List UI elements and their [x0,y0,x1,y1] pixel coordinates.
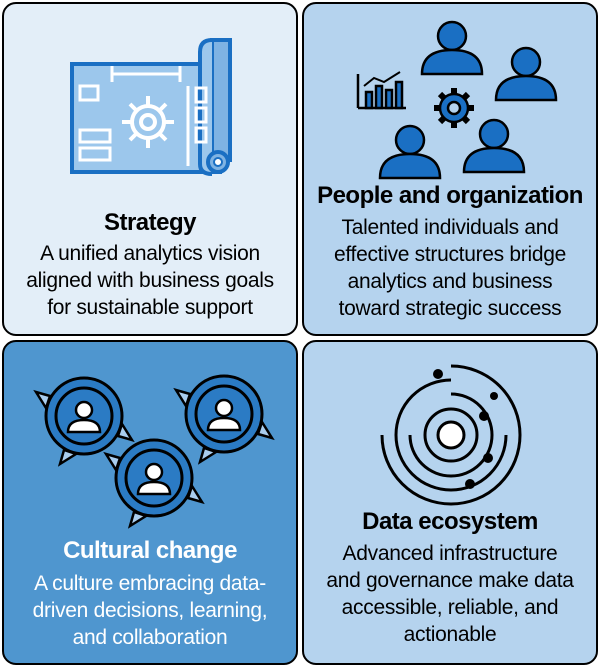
tile-description: Advanced infrastructure and governance m… [308,540,592,648]
tile-title: Data ecosystem [362,508,538,535]
description-line: and collaboration [72,626,228,649]
description-line: A unified analytics vision [40,242,260,265]
tile-description: A culture embracing data- driven decisio… [8,570,292,651]
data-ecosystem-tile: Data ecosystem Advanced infrastructure a… [302,340,598,665]
description-line: Talented individuals and [341,216,559,239]
cycle-people-icon [34,374,274,528]
people-gear-chart-icon [356,20,558,180]
description-line: Advanced infrastructure [342,542,558,565]
tile-title: Strategy [103,209,197,236]
description-line: and governance make data [326,569,574,592]
orbit-rings-icon [380,364,522,506]
description-line: accessible, reliable, and [341,596,559,619]
gear-icon [434,88,474,128]
description-line: driven decisions, learning, [32,599,268,622]
description-line: A culture embracing data- [34,572,266,595]
tile-title: People and organization [317,182,583,209]
tile-description: A unified analytics vision aligned with … [8,240,292,321]
description-line: aligned with business goals [26,269,274,292]
bar-chart-icon [356,71,406,110]
people-organization-tile: People and organization Talented individ… [302,2,598,336]
tile-description: Talented individuals and effective struc… [308,214,592,322]
description-line: for sustainable support [47,296,253,319]
description-line: actionable [403,623,497,646]
cultural-change-tile: Cultural change A culture embracing data… [2,340,298,665]
strategy-tile: Strategy A unified analytics vision alig… [2,2,298,336]
description-line: effective structures bridge [334,243,566,266]
tile-title: Cultural change [63,537,237,564]
blueprint-gear-icon [70,38,232,176]
description-line: analytics and business [347,270,553,293]
description-line: toward strategic success [338,297,562,320]
